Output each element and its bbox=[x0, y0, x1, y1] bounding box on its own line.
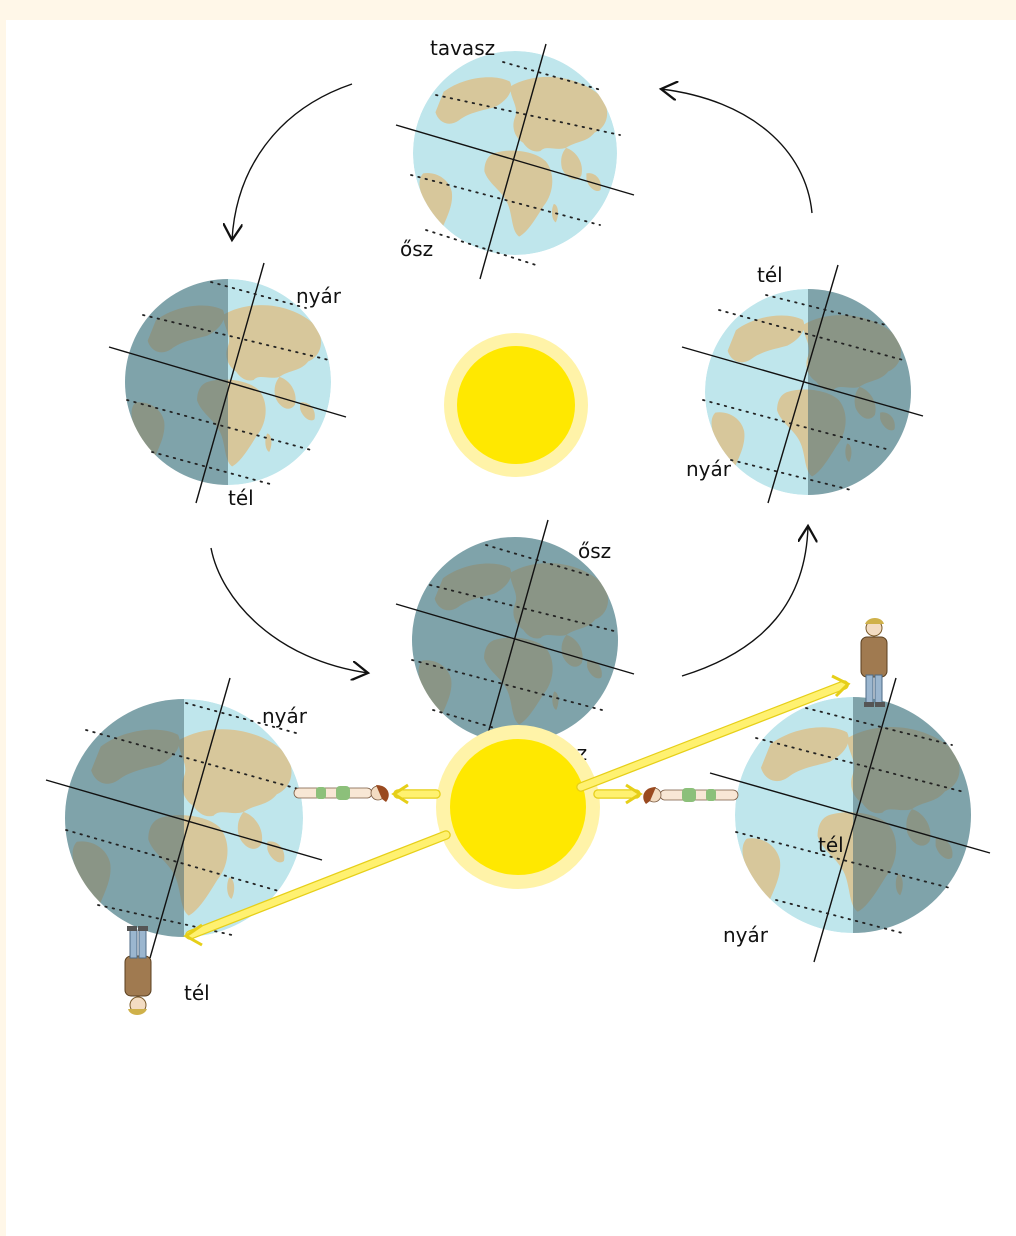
curved-arrow-icon bbox=[681, 526, 808, 677]
label-top-autumn: ősz bbox=[400, 237, 433, 261]
person-icon bbox=[643, 787, 739, 804]
label-lower-right-summer: nyár bbox=[723, 923, 769, 947]
curved-arrow-icon bbox=[232, 83, 353, 240]
label-bottom-autumn: ősz bbox=[578, 539, 611, 563]
person-icon bbox=[293, 785, 389, 802]
curved-arrow-icon bbox=[210, 547, 368, 673]
label-left-winter: tél bbox=[228, 486, 254, 510]
curved-arrow-icon bbox=[661, 89, 813, 214]
globe-lower-left bbox=[65, 699, 303, 937]
diagram-canvas: tavasz ősz nyár tél tél nyár bbox=[45, 36, 991, 1015]
person-icon bbox=[860, 618, 888, 707]
label-lower-right-winter: tél bbox=[818, 833, 844, 857]
globe-lower-right-lines bbox=[709, 677, 991, 963]
globe-lower-right bbox=[735, 697, 971, 933]
seasons-diagram: tavasz ősz nyár tél tél nyár bbox=[6, 20, 1016, 1236]
globe-left-lines bbox=[108, 262, 347, 504]
label-lower-left-summer: nyár bbox=[262, 704, 308, 728]
sun bbox=[444, 333, 588, 477]
globe-right-lines bbox=[681, 264, 924, 504]
label-lower-left-winter: tél bbox=[184, 981, 210, 1005]
sun-rays bbox=[183, 674, 851, 947]
label-right-winter: tél bbox=[757, 263, 783, 287]
person-icon bbox=[124, 926, 152, 1015]
label-top-spring: tavasz bbox=[430, 36, 495, 60]
label-left-summer: nyár bbox=[296, 284, 342, 308]
globe-right bbox=[705, 289, 911, 495]
label-right-summer: nyár bbox=[686, 457, 732, 481]
sun-lower bbox=[436, 725, 600, 889]
globe-top-lines bbox=[395, 43, 635, 280]
